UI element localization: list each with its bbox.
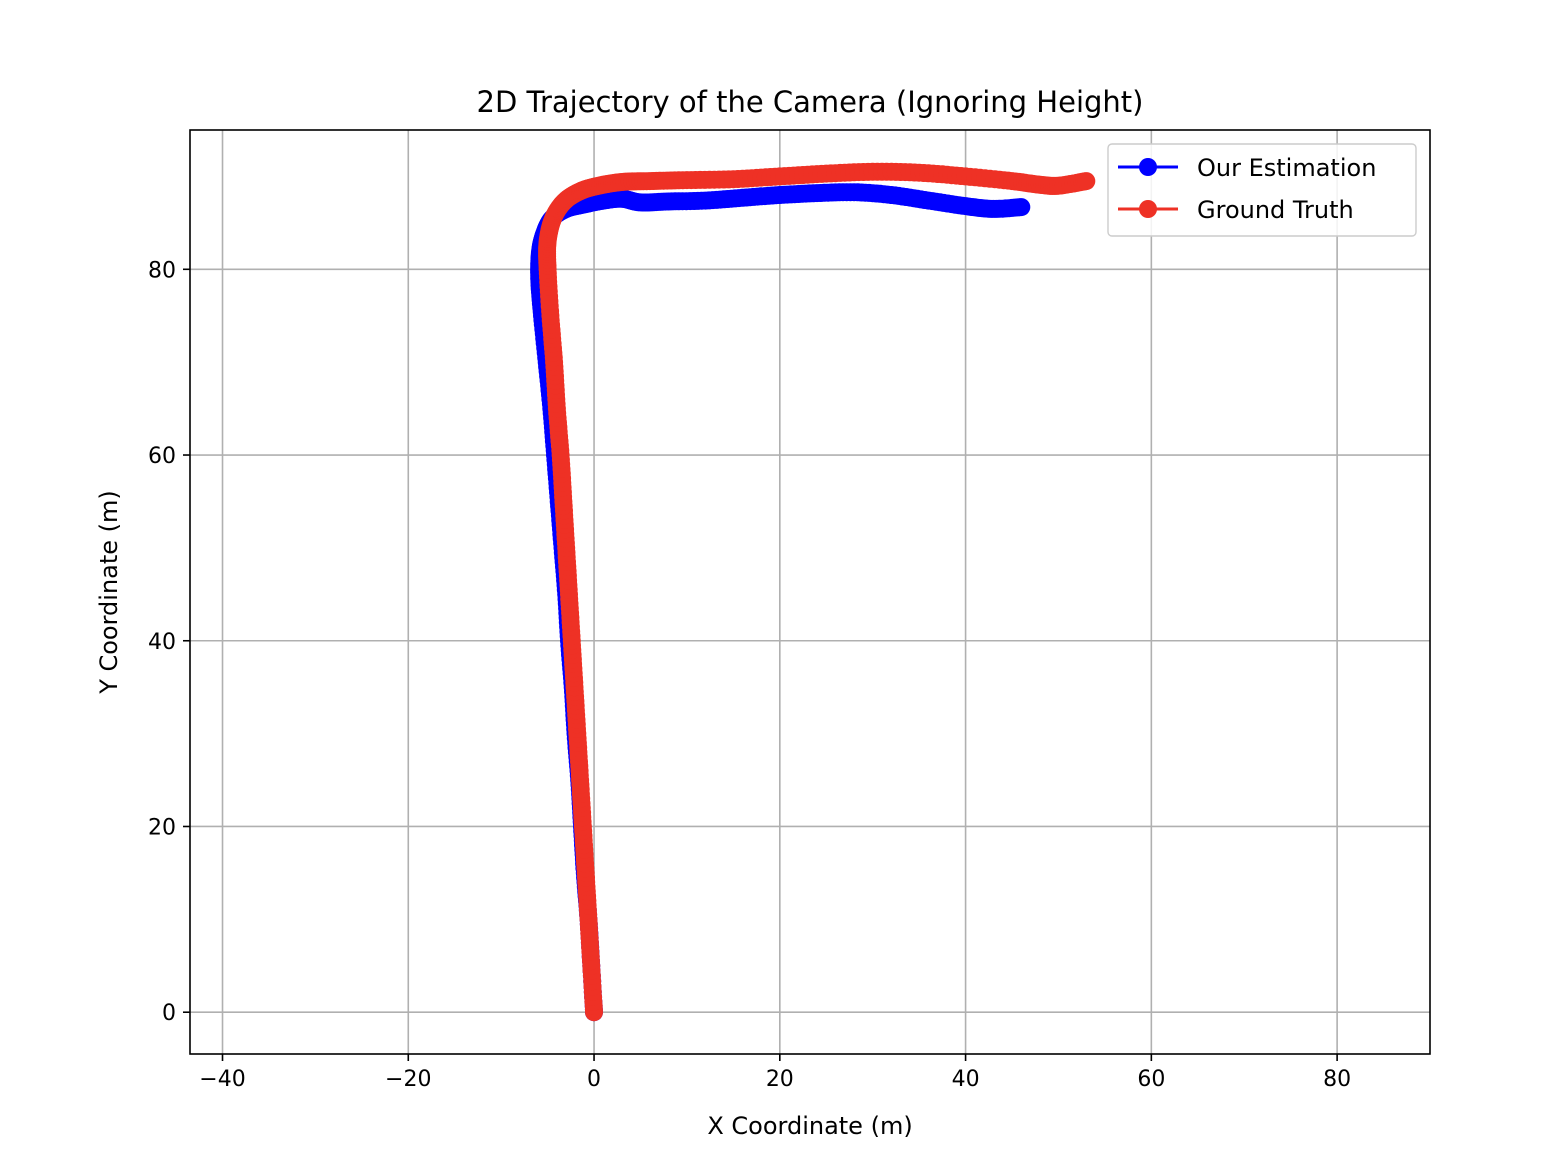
legend-marker-ground-truth [1139,200,1157,218]
y-tick-label: 0 [162,1001,176,1026]
series-markers-ground-truth [538,162,1096,1022]
y-axis-label: Y Coordinate (m) [95,490,123,695]
x-tick-label: 40 [952,1067,980,1092]
data-point [1012,198,1031,217]
series-layer [530,162,1096,1022]
data-point [1077,172,1096,191]
y-tick-label: 60 [148,444,176,469]
ticks: −40 −20 0 20 40 60 80 0 20 40 60 80 [148,258,1351,1092]
legend: Our Estimation Ground Truth [1107,143,1417,237]
x-axis-label: X Coordinate (m) [707,1112,912,1140]
y-tick-label: 20 [148,815,176,840]
legend-label-our-estimation: Our Estimation [1197,154,1376,182]
legend-marker-our-estimation [1139,158,1157,176]
x-tick-label: −20 [385,1067,431,1092]
y-tick-label: 40 [148,630,176,655]
series-ground-truth [538,162,1096,1022]
chart-title: 2D Trajectory of the Camera (Ignoring He… [477,85,1144,119]
x-tick-label: 20 [766,1067,794,1092]
x-tick-label: 80 [1323,1067,1351,1092]
x-tick-label: 60 [1137,1067,1165,1092]
x-tick-label: 0 [587,1067,601,1092]
plot-frame [189,129,1431,1055]
grid [190,130,1430,1054]
x-tick-label: −40 [199,1067,245,1092]
legend-label-ground-truth: Ground Truth [1197,196,1354,224]
legend-box [1107,143,1417,237]
y-tick-label: 80 [148,258,176,283]
